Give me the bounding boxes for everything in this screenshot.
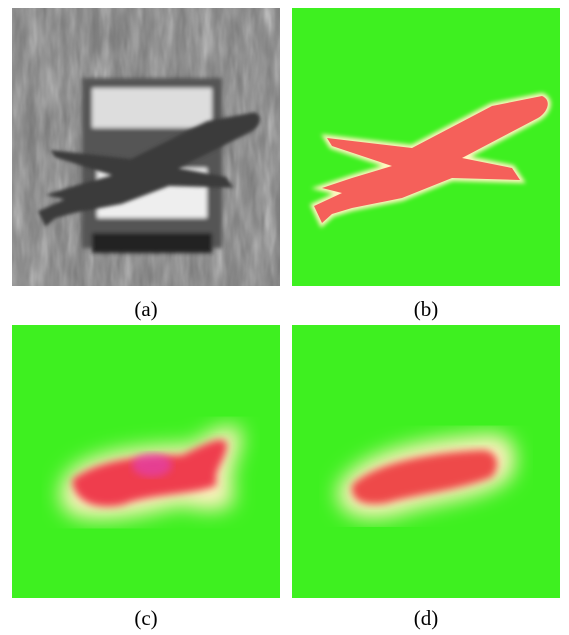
blob-core [132,453,172,477]
figure: (a) (b) (c) (d) [0,0,569,635]
panel-c-image [12,325,280,598]
caption: (d) [414,606,439,630]
page: {"figure": {"panels": [{"caption": "(a)"… [0,0,569,635]
panel-d-image [292,325,560,598]
caption: (a) [134,297,157,321]
caption: (b) [414,297,439,321]
panel-b-image [292,8,560,286]
caption: (c) [134,606,157,630]
panel-a-image [12,8,280,286]
